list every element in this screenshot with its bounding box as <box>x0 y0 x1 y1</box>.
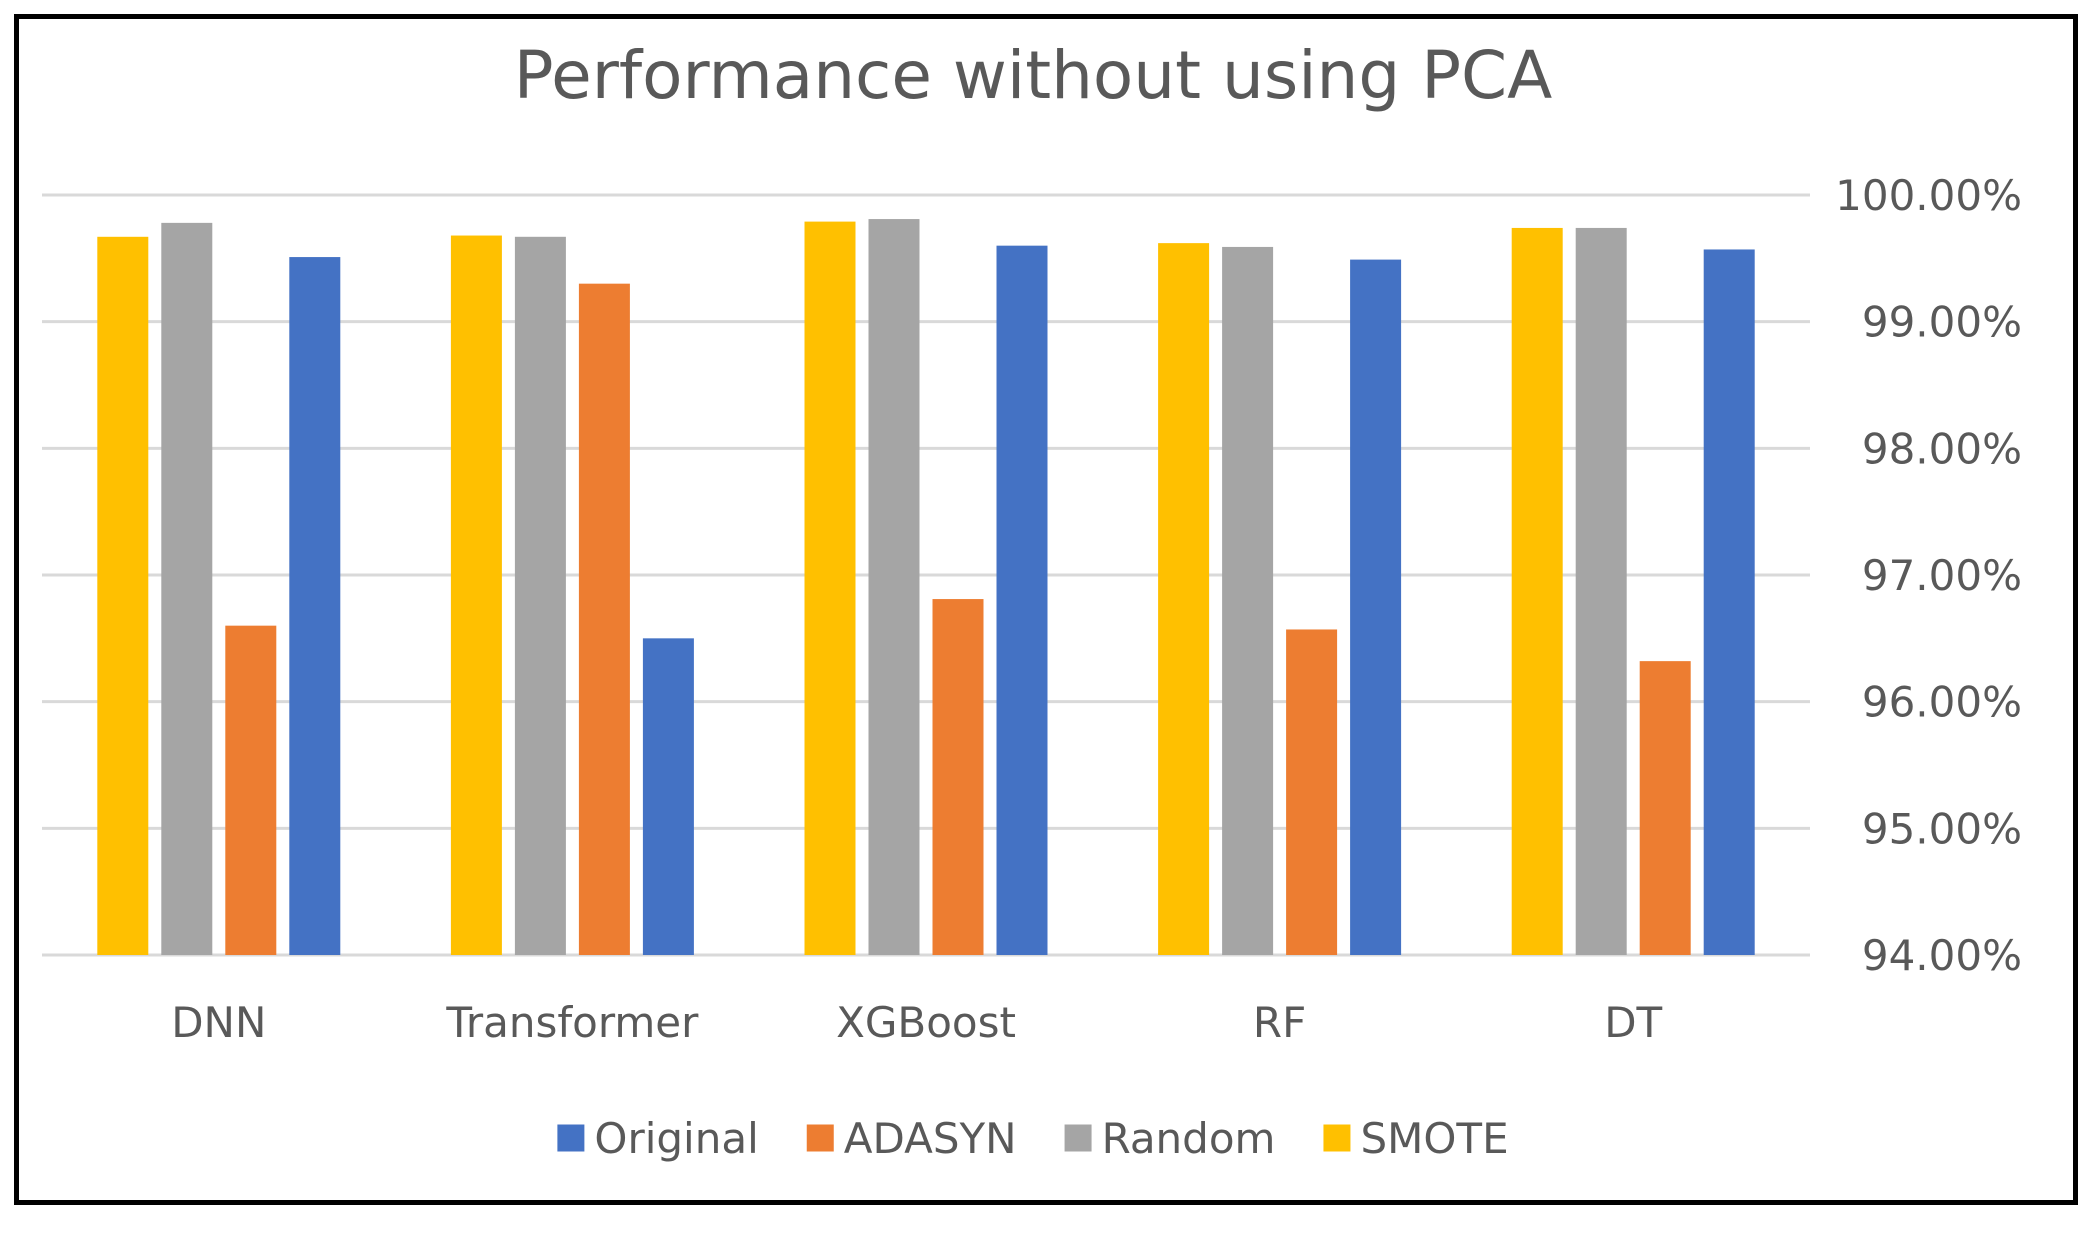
bar-dnn-smote <box>97 236 149 956</box>
legend-label-original: Original <box>594 1114 758 1163</box>
bar-dnn-adasyn <box>225 625 277 955</box>
bar-transformer-random <box>514 236 566 956</box>
y-tick-label: 96.00% <box>1862 678 2022 727</box>
legend-label-random: Random <box>1102 1114 1276 1163</box>
bar-xgboost-smote <box>804 221 856 956</box>
y-axis: 94.00% 95.00% 96.00% 97.00% 98.00% 99.00% 100.… <box>1835 171 2022 980</box>
x-tick-label-dnn: DNN <box>171 998 266 1047</box>
legend-swatch-original <box>557 1124 585 1152</box>
bar-dnn-original <box>289 257 341 956</box>
bar-xgboost-adasyn <box>932 599 984 955</box>
y-tick-label: 99.00% <box>1862 298 2022 347</box>
legend-swatch-adasyn <box>806 1124 834 1152</box>
bar-dt-random <box>1575 227 1627 955</box>
bar-transformer-original <box>642 638 694 955</box>
chart-title: Performance without using PCA <box>514 37 1553 114</box>
bar-rf-adasyn <box>1286 629 1338 955</box>
bar-dt-original <box>1703 249 1755 955</box>
bar-transformer-adasyn <box>578 283 630 956</box>
y-tick-label: 95.00% <box>1862 804 2022 853</box>
legend-label-adasyn: ADASYN <box>844 1114 1017 1163</box>
legend-swatch-smote <box>1323 1124 1351 1152</box>
legend-label-smote: SMOTE <box>1360 1114 1508 1163</box>
bar-transformer-smote <box>450 235 502 956</box>
bar-dnn-random <box>161 222 213 955</box>
y-tick-label: 98.00% <box>1862 424 2022 473</box>
x-tick-label-dt: DT <box>1604 998 1662 1047</box>
legend: Original ADASYN Random SMOTE <box>557 1114 1509 1163</box>
x-tick-label-transformer: Transformer <box>445 998 699 1047</box>
legend-swatch-random <box>1064 1124 1092 1152</box>
x-tick-label-xgboost: XGBoost <box>836 998 1016 1047</box>
bars <box>97 219 1755 956</box>
y-tick-label: 97.00% <box>1862 551 2022 600</box>
x-tick-label-rf: RF <box>1253 998 1306 1047</box>
y-tick-label: 94.00% <box>1862 931 2022 980</box>
x-axis: DNN Transformer XGBoost RF DT <box>171 998 1662 1047</box>
bar-xgboost-original <box>996 245 1048 955</box>
bar-rf-smote <box>1158 243 1210 956</box>
bar-dt-smote <box>1511 227 1563 955</box>
bar-rf-random <box>1222 246 1274 955</box>
y-tick-label: 100.00% <box>1835 171 2022 220</box>
bar-xgboost-random <box>868 219 920 956</box>
bar-dt-adasyn <box>1639 661 1691 955</box>
bar-rf-original <box>1350 259 1402 956</box>
